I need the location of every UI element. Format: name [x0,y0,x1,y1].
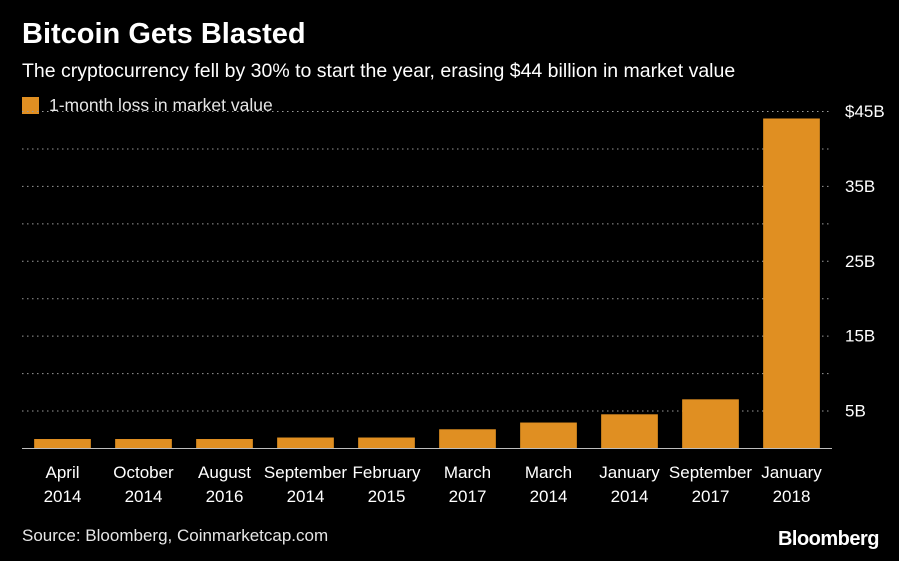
x-tick-label: 2014 [125,487,163,506]
y-tick-label: 15B [845,327,875,346]
legend-swatch [22,96,39,114]
bar-september-2014 [277,437,334,448]
bloomberg-logo: Bloomberg [777,528,880,550]
x-tick-label: April [45,463,79,482]
legend-label: 1-month loss in market value [49,94,273,115]
x-tick-label: March [444,463,491,482]
chart-subtitle: The cryptocurrency fell by 30% to start … [22,60,736,82]
bar-february-2015 [358,437,415,448]
chart-title: Bitcoin Gets Blasted [22,18,306,50]
x-tick-label: 2014 [287,487,325,506]
x-tick-label: August [198,463,251,482]
x-tick-label: 2015 [368,487,406,506]
bar-september-2017 [682,399,739,448]
y-tick-label: $45B [845,102,885,121]
x-tick-label: 2014 [611,487,649,506]
x-tick-label: 2018 [773,487,811,506]
legend: 1-month loss in market value [22,94,273,116]
bar-august-2016 [196,439,253,448]
x-tick-label: January [599,463,660,482]
bar-october-2014 [115,439,172,448]
x-tick-label: September [669,463,752,482]
x-tick-label: March [525,463,572,482]
y-tick-label: 25B [845,252,875,271]
x-tick-label: 2016 [206,487,244,506]
x-tick-label: October [113,463,174,482]
bar-march-2014 [520,422,577,448]
x-tick-label: 2017 [692,487,730,506]
x-tick-label: 2014 [530,487,568,506]
source-note: Source: Bloomberg, Coinmarketcap.com [22,526,329,545]
x-tick-label: 2017 [449,487,487,506]
x-tick-label: September [264,463,347,482]
bar-april-2014 [34,439,91,448]
bar-january-2018 [763,118,820,448]
y-tick-label: 5B [845,402,866,421]
x-tick-label: 2014 [44,487,82,506]
y-tick-label: 35B [845,177,875,196]
bar-january-2014 [601,414,658,448]
x-tick-label: February [352,463,421,482]
x-tick-label: January [761,463,822,482]
bar-march-2017 [439,429,496,448]
